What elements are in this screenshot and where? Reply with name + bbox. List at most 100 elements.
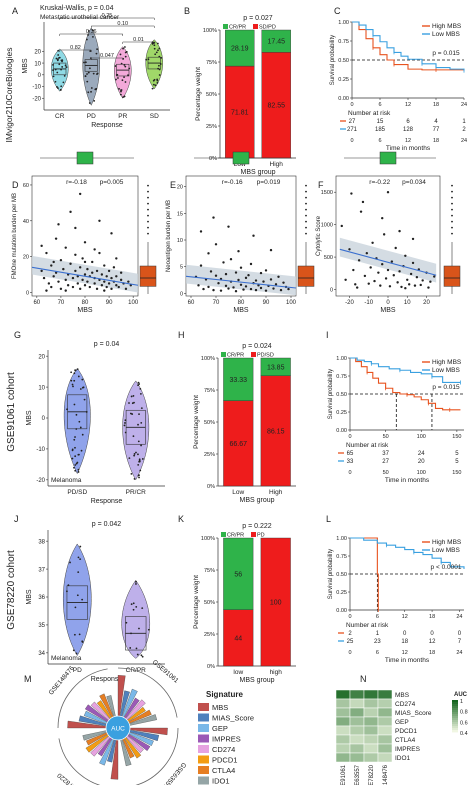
panel-G-ylabel: MBS [26,410,33,426]
panel-E-point [269,278,273,281]
panel-J-violin-CR/PR [121,579,151,659]
panel-M-legend-swatch [198,713,209,722]
panel-N-row-label: PDCD1 [395,728,417,735]
panel-C-risk-cell: 128 [403,127,414,133]
panel-A-dot [124,55,127,58]
panel-D-point [110,276,113,280]
panel-C-curve-High-MBS [352,21,464,71]
panel-L-risk-cell: 23 [374,639,381,645]
panel-I-xlabel: Time in months [385,477,430,484]
panel-N-scale-step [452,702,458,705]
panel-E-point [242,288,245,291]
panel-H-legend-swatch [221,352,226,357]
panel-E-point [214,274,218,277]
panel-E-point [277,275,280,278]
panel-G-dot [85,411,88,413]
panel-M-group-label: GSE148476 [48,665,76,697]
panel-F-point [386,268,390,272]
panel-I-legend-label: Low MBS [432,367,460,374]
panel-G-violin-PR/CR [122,380,150,481]
panel-F-xtick-label: 10 [404,300,411,306]
panel-L-ylabel: Survival probability [328,549,334,599]
panel-I-ytick-label: 0.75 [336,374,347,380]
panel-F-point [390,260,394,263]
panel-H-value-label: 66.67 [230,441,248,448]
panel-D-xtick-label: 100 [128,300,139,306]
panel-J-dot [69,561,71,564]
panel-F-point [384,277,388,280]
panel-D-point [93,282,96,285]
panel-L-legend-label: Low MBS [432,547,460,554]
panel-G-dot [70,379,73,382]
panel-E-point [247,274,250,277]
panel-E-point [227,225,230,228]
panel-C-risk-cell: 271 [347,127,358,133]
panel-L-risk-cell: 0 [458,631,462,637]
panel-A-dot [123,76,125,78]
panel-D-point [86,280,89,283]
panel-D-point [117,285,120,289]
panel-I-legend-label: High MBS [432,359,462,366]
panel-B-value-label: 28.19 [231,46,249,53]
panel-A-dot [153,44,156,47]
panel-A-dot [52,63,54,66]
panel-D-p-stat: p=0.005 [100,179,124,186]
panel-L-ytick-label: 0.75 [336,554,347,560]
panel-H-bar-CR/PR [260,357,291,376]
panel-D-point [78,266,82,269]
panel-letter-A: A [12,6,18,16]
panel-G-dot [77,471,80,473]
panel-G-dot [137,381,140,384]
panel-A-bracket-p: 0.25 [102,13,113,19]
panel-G-ytick-label: 0 [42,416,46,422]
panel-B-bar-CR/PR [261,29,291,53]
panel-C-risk-cell: 185 [375,127,386,133]
panel-E-point [249,287,253,291]
panel-A-dot [121,79,124,82]
panel-I-risk-xtick: 100 [417,470,426,476]
panel-A-dot [153,47,156,50]
panel-N-cell [363,716,379,727]
panel-A-dot [156,79,159,82]
panel-L-risk-xtick: 6 [376,650,379,656]
panel-N-scale-title: AUC [454,692,468,698]
panel-A-dot [120,62,123,65]
panel-E-xtick-label: 80 [238,300,245,306]
panel-F-point [381,216,384,220]
panel-D-point [119,278,123,282]
panel-L-risk-cell: 2 [348,631,352,637]
panel-A-dot [92,72,95,75]
panel-A-dot [124,51,127,54]
panel-G-dot [71,448,74,451]
panel-M-legend-title: Signature [206,690,243,699]
panel-A-dot [52,69,54,72]
panel-L-risk-xtick: 24 [456,650,462,656]
panel-E-point [212,288,215,292]
panel-E-point [264,269,268,272]
panel-M-legend-swatch [198,734,209,743]
panel-K-bar-CR/PR [223,537,254,610]
panel-D-point [105,275,108,278]
panel-A-bracket [59,49,92,52]
panel-L-risk-xtick: 12 [402,650,408,656]
panel-G-dot [139,388,142,390]
panel-E-point [249,262,253,266]
panel-D-point [98,219,101,222]
panel-H-ytick-label: 75% [204,388,215,394]
panel-A-dot [83,61,85,64]
panel-F-point [371,241,374,245]
panel-J-xlabel: Response [91,676,123,683]
panel-E-point [229,258,233,261]
panel-G-dot [137,384,139,387]
panel-C-xtick-label: 24 [461,102,467,108]
panel-H-value-label: 86.15 [267,428,285,435]
panel-A-dot [157,49,159,52]
panel-C-risk-title: Number at risk [348,110,391,117]
panel-E-point [219,289,223,292]
panel-N-scale-step [452,710,458,713]
panel-N-cell [335,752,351,763]
panel-G-dot [70,371,73,374]
panel-G-dot [132,395,135,397]
panel-D-point [86,267,89,271]
panel-B-bar-CR/PR [225,29,255,67]
